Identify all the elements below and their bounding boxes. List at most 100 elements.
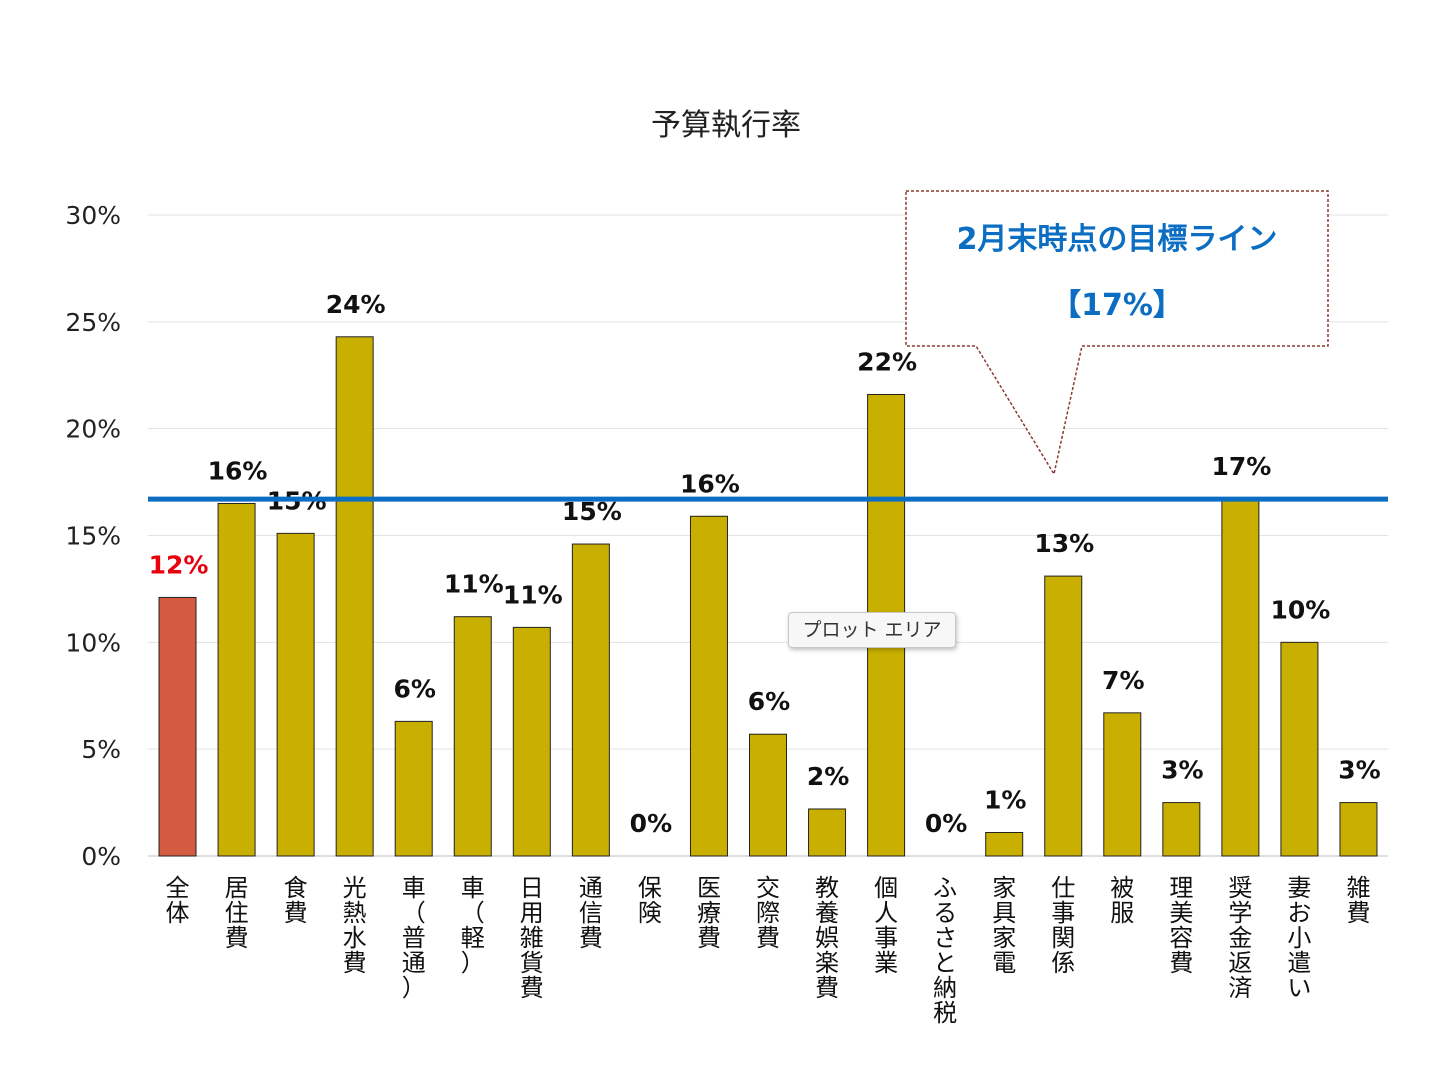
bar (1339, 802, 1378, 857)
category-label-char: 被 (1110, 874, 1134, 902)
category-label-char: 済 (1228, 974, 1252, 1002)
y-tick-label: 20% (65, 415, 121, 444)
category-label-char: 費 (225, 924, 249, 952)
bar (335, 336, 374, 857)
category-label: 妻お小遣い (1287, 874, 1311, 1002)
category-label: 理美容費 (1169, 874, 1193, 977)
category-label: 家具家電 (992, 874, 1016, 977)
category-label-char: 普 (402, 924, 426, 952)
category-label-char: 費 (579, 924, 603, 952)
category-label-char: 係 (1051, 949, 1075, 977)
data-label: 17% (1211, 452, 1271, 481)
data-label: 1% (984, 785, 1026, 814)
category-label: 光熱水費 (343, 874, 367, 977)
category-label: ふるさと納税 (933, 874, 957, 1027)
category-label-char: 保 (638, 874, 662, 902)
data-label: 0% (925, 809, 967, 838)
data-label: 6% (748, 687, 790, 716)
y-tick-label: 5% (81, 735, 121, 764)
category-label-char: 費 (815, 974, 839, 1002)
y-tick-label: 15% (65, 522, 121, 551)
category-label-char: 交 (756, 874, 780, 902)
category-label-char: 食 (284, 874, 308, 902)
category-label-char: 具 (992, 899, 1016, 927)
callout-box (905, 190, 1329, 476)
bar (512, 626, 551, 857)
bar (808, 808, 847, 857)
category-label-char: い (1287, 974, 1311, 1002)
category-label: 医療費 (697, 874, 721, 952)
category-label-char: 光 (343, 874, 367, 902)
category-label-char: 費 (520, 974, 544, 1002)
category-label: 日用雑貨費 (520, 874, 544, 1002)
category-label: 保険 (638, 874, 662, 927)
category-label-char: 体 (166, 899, 190, 927)
category-label-char: 雑 (520, 924, 544, 952)
data-label: 11% (444, 570, 504, 599)
category-label-char: 人 (874, 899, 898, 927)
category-label-char: 美 (1169, 899, 1193, 927)
category-label: 交際費 (756, 874, 780, 952)
category-label-char: 容 (1169, 924, 1193, 952)
category-label-char: 楽 (815, 949, 839, 977)
y-tick-label: 10% (65, 628, 121, 657)
data-label: 3% (1338, 756, 1380, 785)
category-label-char: 妻 (1287, 874, 1311, 902)
category-label-char: 家 (992, 874, 1016, 902)
category-label-char: 業 (874, 949, 898, 977)
category-label-char: 返 (1228, 949, 1252, 977)
category-label: 個人事業 (874, 874, 898, 977)
category-label-char: 費 (1346, 899, 1370, 927)
category-label-char: 家 (992, 924, 1016, 952)
category-label: 仕事関係 (1051, 874, 1075, 977)
bar (1103, 712, 1142, 857)
data-label: 16% (680, 469, 740, 498)
category-label-char: 奨 (1228, 874, 1252, 902)
category-label: 車（普通） (402, 874, 426, 1002)
category-label: 居住費 (225, 874, 249, 952)
category-label-char: 際 (756, 899, 780, 927)
bar (1162, 802, 1201, 857)
category-label-char: ふ (933, 874, 957, 902)
y-tick-label: 30% (65, 201, 121, 230)
category-label-char: 水 (343, 924, 367, 952)
data-label: 10% (1271, 595, 1331, 624)
category-label-char: 電 (992, 949, 1016, 977)
category-label-char: 住 (225, 899, 249, 927)
category-label-char: 仕 (1051, 874, 1075, 902)
data-label: 7% (1102, 666, 1144, 695)
category-label-char: 通 (402, 949, 426, 977)
category-label-char: 理 (1169, 874, 1193, 902)
category-label-char: ） (402, 974, 426, 1002)
category-label-char: 療 (697, 899, 721, 927)
category-label-char: 学 (1228, 899, 1252, 927)
y-tick-label: 25% (65, 308, 121, 337)
bar (1280, 641, 1319, 857)
category-label-char: 費 (1169, 949, 1193, 977)
category-label-char: 貨 (520, 949, 544, 977)
category-label-char: 通 (579, 874, 603, 902)
bar (276, 532, 315, 857)
category-label-char: 納 (933, 974, 957, 1002)
data-label: 13% (1034, 529, 1094, 558)
category-label-char: 用 (520, 899, 544, 927)
category-label-char: 教 (815, 874, 839, 902)
category-label-char: 車 (402, 874, 426, 902)
bar (394, 720, 433, 857)
data-label: 2% (807, 762, 849, 791)
category-label-char: 金 (1228, 924, 1252, 952)
bar (985, 831, 1024, 857)
category-label: 教養娯楽費 (815, 874, 839, 1002)
category-label: 全体 (166, 874, 190, 927)
bar (571, 543, 610, 857)
category-label-char: 車 (461, 874, 485, 902)
category-label-char: る (933, 899, 957, 927)
category-label-char: 事 (874, 924, 898, 952)
bar (1044, 575, 1083, 857)
category-label-char: 日 (520, 874, 544, 902)
category-label-char: （ (402, 899, 426, 927)
data-label: 11% (503, 580, 563, 609)
data-label: 22% (857, 347, 917, 376)
